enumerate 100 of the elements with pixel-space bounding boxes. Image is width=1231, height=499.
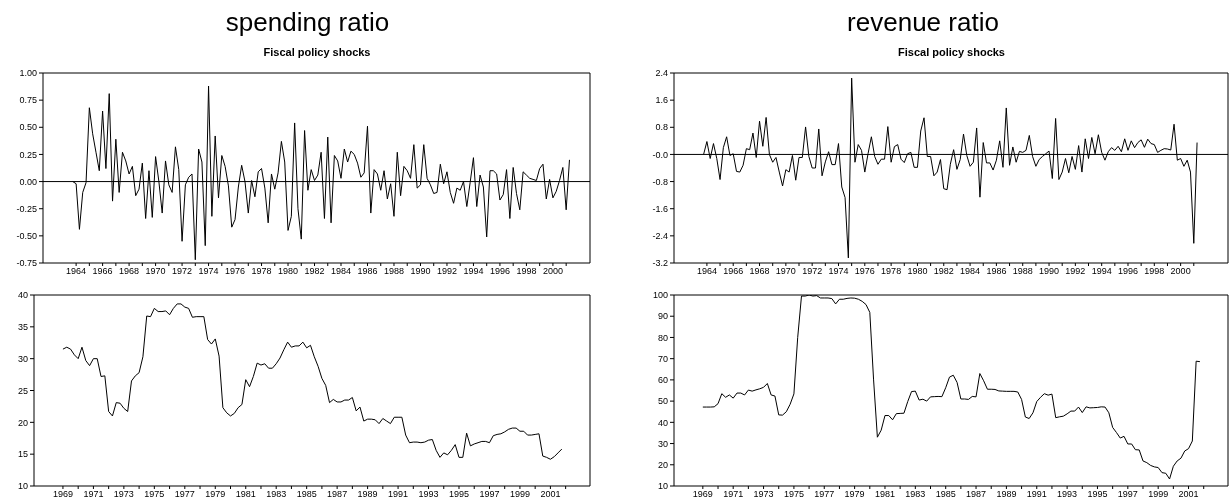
x-tick-label: 1968	[749, 266, 770, 277]
y-tick-label: 10	[657, 481, 668, 492]
x-tick-label: 1989	[357, 489, 378, 499]
x-tick-label: 1966	[92, 266, 113, 277]
y-tick-label: 30	[657, 438, 668, 449]
x-tick-label: 1977	[174, 489, 195, 499]
x-tick-label: 1987	[327, 489, 348, 499]
x-tick-label: 1974	[828, 266, 849, 277]
y-tick-label: 35	[17, 322, 28, 333]
x-tick-label: 1987	[966, 489, 987, 499]
y-tick-label: 70	[657, 353, 668, 364]
x-tick-label: 1999	[1148, 489, 1169, 499]
chart-title: revenue ratio	[846, 6, 1000, 39]
x-tick-label: 1970	[145, 266, 166, 277]
y-tick-label: 0.50	[19, 122, 37, 133]
x-tick-label: 1964	[696, 266, 717, 277]
x-tick-label: 1968	[119, 266, 140, 277]
x-tick-label: 1982	[933, 266, 954, 277]
y-tick-label: 100	[652, 290, 668, 301]
y-tick-label: 0.25	[19, 149, 37, 160]
x-tick-label: 1997	[1117, 489, 1138, 499]
x-tick-label: 1982	[304, 266, 325, 277]
x-tick-label: 1969	[52, 489, 73, 499]
x-tick-label: 1996	[1117, 266, 1139, 277]
x-tick-label: 1980	[278, 266, 299, 277]
y-tick-label: 40	[17, 290, 28, 301]
y-tick-label: -0.25	[16, 203, 37, 214]
y-tick-label: 20	[657, 459, 668, 470]
x-tick-label: 1992	[436, 266, 457, 277]
x-tick-label: 1996	[489, 266, 510, 277]
y-tick-label: 2.4	[655, 68, 668, 79]
y-tick-label: -2.4	[652, 231, 668, 242]
x-tick-label: 1984	[960, 266, 981, 277]
x-tick-label: 1971	[83, 489, 104, 499]
x-tick-label: 1973	[753, 489, 774, 499]
y-tick-label: 60	[657, 375, 668, 386]
x-tick-label: 1991	[388, 489, 409, 499]
x-tick-label: 1975	[783, 489, 804, 499]
chart-title: spending ratio	[224, 6, 391, 39]
x-tick-label: 2001	[540, 489, 561, 499]
x-tick-label: 1999	[509, 489, 530, 499]
y-tick-label: -0.0	[652, 149, 668, 160]
x-tick-label: 2000	[1170, 266, 1191, 277]
x-tick-label: 1969	[692, 489, 713, 499]
x-tick-label: 1993	[1057, 489, 1078, 499]
y-tick-label: 1.6	[655, 95, 668, 106]
y-tick-label: 40	[657, 417, 668, 428]
y-tick-label: -1.6	[652, 203, 668, 214]
x-tick-label: 1994	[463, 266, 484, 277]
y-tick-label: 20	[17, 417, 28, 428]
x-tick-label: 1995	[1087, 489, 1108, 499]
x-tick-label: 1976	[854, 266, 875, 277]
x-tick-label: 1972	[172, 266, 193, 277]
chart-subtitle: Fiscal policy shocks	[262, 45, 372, 60]
y-tick-label: 30	[17, 353, 28, 364]
x-tick-label: 1986	[986, 266, 1007, 277]
x-tick-label: 1998	[1144, 266, 1165, 277]
x-tick-label: 2001	[1178, 489, 1199, 499]
y-tick-label: -0.75	[16, 258, 37, 269]
x-tick-label: 1979	[205, 489, 226, 499]
y-tick-label: -0.50	[16, 231, 37, 242]
x-tick-label: 1990	[410, 266, 431, 277]
y-tick-label: 0.8	[655, 122, 668, 133]
y-tick-label: 10	[17, 481, 28, 492]
x-tick-label: 1991	[1026, 489, 1047, 499]
x-tick-label: 1972	[802, 266, 823, 277]
x-tick-label: 1973	[113, 489, 134, 499]
x-tick-label: 1979	[844, 489, 865, 499]
x-tick-label: 1986	[357, 266, 378, 277]
x-tick-label: 1992	[1065, 266, 1086, 277]
x-tick-label: 1985	[935, 489, 956, 499]
x-tick-label: 1980	[907, 266, 928, 277]
x-tick-label: 1976	[225, 266, 246, 277]
y-tick-label: 25	[17, 385, 28, 396]
x-tick-label: 1981	[874, 489, 895, 499]
x-tick-label: 1978	[251, 266, 272, 277]
y-tick-label: 0.00	[19, 176, 37, 187]
x-tick-label: 1997	[479, 489, 500, 499]
x-tick-label: 1988	[383, 266, 404, 277]
chart-subtitle: Fiscal policy shocks	[897, 45, 1006, 60]
x-tick-label: 2000	[542, 266, 563, 277]
x-tick-label: 1966	[723, 266, 744, 277]
x-tick-label: 1984	[330, 266, 352, 277]
y-tick-label: 50	[657, 396, 668, 407]
y-tick-label: -0.8	[652, 176, 668, 187]
x-tick-label: 1993	[418, 489, 439, 499]
x-tick-label: 1981	[235, 489, 256, 499]
y-tick-label: 80	[657, 332, 668, 343]
y-tick-label: 15	[17, 449, 28, 460]
x-tick-label: 1974	[198, 266, 219, 277]
x-tick-label: 1983	[905, 489, 926, 499]
x-tick-label: 1964	[66, 266, 87, 277]
y-tick-label: 0.75	[19, 95, 37, 106]
x-tick-label: 1978	[881, 266, 902, 277]
x-tick-label: 1970	[775, 266, 796, 277]
x-tick-label: 1971	[723, 489, 744, 499]
x-tick-label: 1975	[144, 489, 165, 499]
x-tick-label: 1989	[996, 489, 1017, 499]
x-tick-label: 1995	[448, 489, 470, 499]
x-tick-label: 1983	[266, 489, 287, 499]
